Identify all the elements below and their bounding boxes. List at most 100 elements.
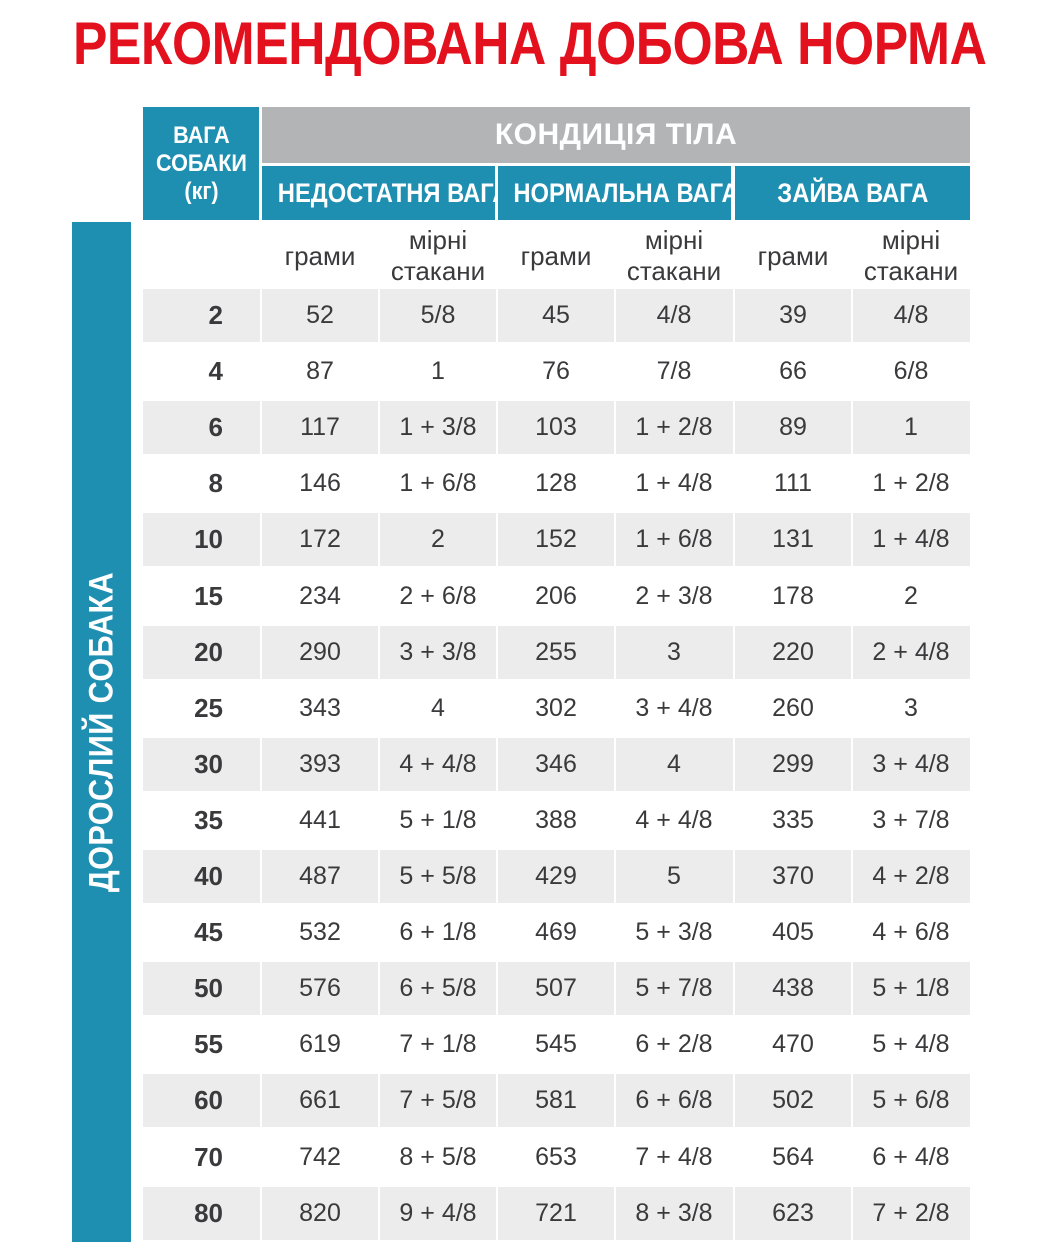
- dog-weight-cell: 20: [194, 636, 223, 667]
- subheader-cups: мірні стакани: [626, 225, 722, 286]
- subheader-cups: мірні стакани: [390, 225, 486, 286]
- grams-cell: 370: [772, 862, 814, 890]
- dog-weight-cell: 60: [194, 1085, 223, 1116]
- cups-cell: 4 + 4/8: [635, 805, 713, 834]
- grams-cell: 393: [299, 749, 341, 778]
- grams-cell: 502: [772, 1086, 814, 1115]
- table-row: 70 742 8 + 5/8 653 7 + 4/8 564 6 + 4/8: [143, 1131, 970, 1184]
- grams-cell: 469: [535, 918, 577, 947]
- dog-weight-cell: 8: [208, 468, 223, 499]
- grams-cell: 343: [299, 693, 341, 722]
- cups-cell: 2 + 4/8: [872, 637, 950, 666]
- grams-cell: 507: [535, 974, 577, 1003]
- subheader-cups: мірні стакани: [863, 225, 959, 286]
- grams-cell: 438: [772, 974, 814, 1003]
- cups-cell: 6/8: [893, 357, 929, 386]
- grams-cell: 128: [535, 469, 577, 498]
- grams-cell: 653: [535, 1142, 577, 1171]
- table-row: 40 487 5 + 5/8 429 5 370 4 + 2/8: [143, 850, 970, 903]
- grams-cell: 346: [535, 749, 577, 778]
- cups-cell: 5/8: [420, 301, 456, 329]
- cups-cell: 2 + 3/8: [635, 581, 713, 610]
- column-divider: [260, 224, 262, 1242]
- dog-weight-cell: 25: [194, 692, 223, 723]
- grams-cell: 581: [535, 1086, 577, 1115]
- cups-cell: 3 + 7/8: [872, 805, 950, 834]
- grams-cell: 532: [299, 918, 341, 947]
- cups-cell: 1: [431, 357, 445, 386]
- column-divider: [496, 224, 498, 1242]
- dog-weight-cell: 6: [208, 412, 223, 443]
- group-header-overweight: ЗАЙВА ВАГА: [735, 166, 970, 220]
- table-row: 30 393 4 + 4/8 346 4 299 3 + 4/8: [143, 737, 970, 791]
- cups-cell: 5: [667, 862, 681, 890]
- subheader-grams: грами: [757, 240, 829, 271]
- subheader-grams: грами: [284, 240, 356, 271]
- group-header-underweight: НЕДОСТАТНЯ ВАГА: [262, 166, 495, 220]
- grams-cell: 429: [535, 862, 577, 890]
- grams-cell: 206: [535, 581, 577, 610]
- grams-cell: 619: [299, 1030, 341, 1059]
- dog-weight-cell: 2: [208, 300, 223, 330]
- table-row: 35 441 5 + 1/8 388 4 + 4/8 335 3 + 7/8: [143, 794, 970, 847]
- table-row: 20 290 3 + 3/8 255 3 220 2 + 4/8: [143, 625, 970, 679]
- cups-cell: 3: [904, 693, 918, 722]
- table-row: 45 532 6 + 1/8 469 5 + 3/8 405 4 + 6/8: [143, 906, 970, 959]
- table-row: 10 172 2 152 1 + 6/8 131 1 + 4/8: [143, 513, 970, 567]
- cups-cell: 6 + 1/8: [399, 918, 477, 947]
- grams-cell: 405: [772, 918, 814, 947]
- cups-cell: 7 + 1/8: [399, 1030, 477, 1059]
- cups-cell: 8 + 3/8: [635, 1198, 713, 1227]
- cups-cell: 1 + 6/8: [635, 525, 713, 554]
- cups-cell: 4: [667, 749, 681, 778]
- table-row: 55 619 7 + 1/8 545 6 + 2/8 470 5 + 4/8: [143, 1018, 970, 1071]
- cups-cell: 7/8: [656, 357, 692, 386]
- grams-cell: 487: [299, 862, 341, 890]
- cups-cell: 4/8: [893, 301, 929, 329]
- dog-weight-cell: 10: [194, 524, 223, 555]
- table-row: 15 234 2 + 6/8 206 2 + 3/8 178 2: [143, 570, 970, 623]
- cups-cell: 9 + 4/8: [399, 1198, 477, 1227]
- dog-weight-cell: 55: [194, 1029, 223, 1060]
- dog-weight-cell: 4: [208, 356, 223, 387]
- grams-cell: 117: [300, 413, 340, 442]
- cups-cell: 5 + 3/8: [635, 918, 713, 947]
- subheader-grams: грами: [520, 240, 592, 271]
- grams-cell: 260: [772, 693, 814, 722]
- table-row: 4 87 1 76 7/8 66 6/8: [143, 345, 970, 398]
- grams-cell: 290: [299, 637, 341, 666]
- grams-cell: 103: [535, 413, 577, 442]
- grams-cell: 742: [299, 1142, 341, 1171]
- table-row: 50 576 6 + 5/8 507 5 + 7/8 438 5 + 1/8: [143, 962, 970, 1016]
- dog-weight-cell: 40: [194, 861, 223, 891]
- dog-weight-cell: 45: [194, 917, 223, 948]
- table-row: 2 52 5/8 45 4/8 39 4/8: [143, 289, 970, 342]
- grams-cell: 545: [535, 1030, 577, 1059]
- group-header-normal: НОРМАЛЬНА ВАГА: [498, 166, 731, 220]
- cups-cell: 4 + 6/8: [872, 918, 950, 947]
- cups-cell: 4 + 2/8: [872, 862, 950, 890]
- cups-cell: 1 + 4/8: [872, 525, 950, 554]
- dog-weight-cell: 35: [194, 804, 223, 835]
- cups-cell: 4: [431, 693, 445, 722]
- grams-cell: 52: [306, 301, 334, 329]
- cups-cell: 5 + 5/8: [399, 862, 477, 890]
- cups-cell: 8 + 5/8: [399, 1142, 477, 1171]
- column-divider: [378, 224, 380, 1242]
- dog-weight-cell: 15: [194, 580, 223, 611]
- dog-weight-cell: 80: [194, 1197, 223, 1228]
- grams-cell: 335: [772, 805, 814, 834]
- cups-cell: 7 + 5/8: [399, 1086, 477, 1115]
- cups-cell: 6 + 4/8: [872, 1142, 950, 1171]
- grams-cell: 661: [299, 1086, 341, 1115]
- grams-cell: 45: [542, 301, 570, 329]
- cups-cell: 5 + 7/8: [635, 974, 713, 1003]
- grams-cell: 39: [779, 301, 807, 329]
- dog-weight-cell: 70: [194, 1141, 223, 1172]
- cups-cell: 3: [667, 637, 681, 666]
- grams-cell: 66: [779, 357, 807, 386]
- side-label-panel: ДОРОСЛИЙ СОБАКА: [72, 222, 131, 1242]
- table-row: 60 661 7 + 5/8 581 6 + 6/8 502 5 + 6/8: [143, 1074, 970, 1128]
- cups-cell: 5 + 6/8: [872, 1086, 950, 1115]
- grams-cell: 388: [535, 805, 577, 834]
